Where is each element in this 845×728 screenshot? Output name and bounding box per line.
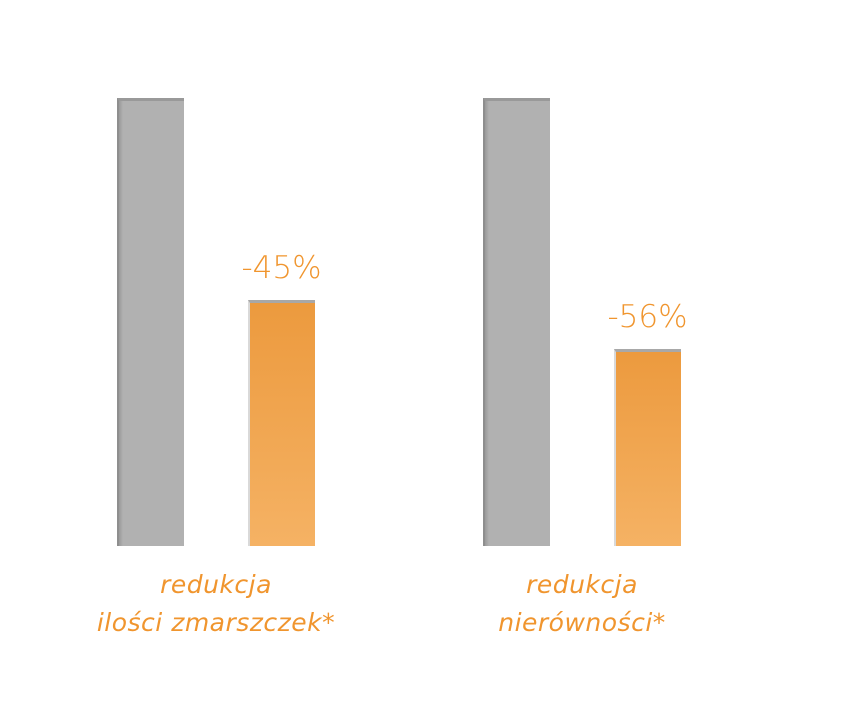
annotation: -56% xyxy=(607,298,688,335)
x-tick-label: redukcja nierówności* xyxy=(498,570,666,637)
bar xyxy=(614,348,681,546)
bar xyxy=(248,299,315,546)
bar xyxy=(483,98,550,546)
x-tick-label: redukcja ilości zmarszczek* xyxy=(96,570,336,637)
bar xyxy=(117,98,184,546)
annotation: -45% xyxy=(241,249,322,286)
